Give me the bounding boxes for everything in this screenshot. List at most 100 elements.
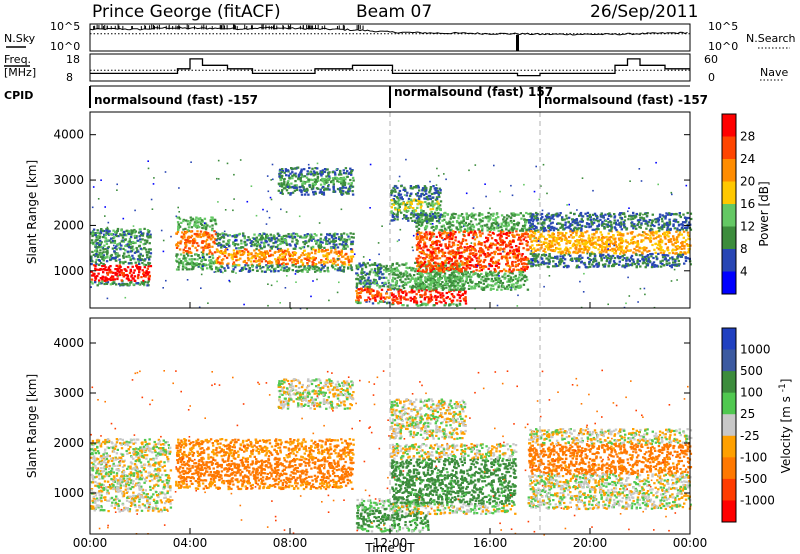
heatmap-cell (372, 278, 376, 281)
heatmap-cell (182, 257, 185, 260)
heatmap-cell (317, 239, 320, 242)
heatmap-cell (522, 265, 525, 268)
heatmap-cell (248, 238, 251, 241)
heatmap-cell (106, 227, 109, 231)
heatmap-cell (201, 251, 205, 254)
heatmap-cell (444, 278, 448, 281)
heatmap-cell (91, 234, 94, 238)
heatmap-cell (293, 184, 296, 187)
heatmap-cell (369, 270, 372, 273)
heatmap-cell (184, 246, 187, 249)
heatmap-cell (365, 272, 369, 275)
heatmap-cell (445, 296, 448, 300)
heatmap-cell (349, 167, 352, 170)
heatmap-cell (113, 246, 117, 249)
heatmap-cell (117, 235, 120, 238)
heatmap-cell (431, 213, 435, 216)
heatmap-cell (515, 263, 518, 266)
heatmap-cell (475, 269, 478, 272)
heatmap-cell (96, 229, 99, 232)
heatmap-cell (332, 180, 335, 184)
heatmap-cell (472, 248, 475, 251)
heatmap-cell (195, 233, 198, 236)
heatmap-cell (303, 193, 307, 196)
heatmap-cell (222, 233, 225, 236)
heatmap-cell (201, 254, 204, 257)
heatmap-cell (95, 253, 98, 256)
heatmap-cell (124, 260, 127, 263)
heatmap-cell (90, 274, 94, 277)
heatmap-cell (206, 246, 209, 249)
heatmap-cell (294, 265, 298, 268)
heatmap-cell (418, 247, 421, 250)
heatmap-cell (525, 219, 529, 222)
heatmap-cell (144, 258, 147, 261)
heatmap-cell (475, 257, 478, 260)
heatmap-cell (280, 252, 283, 255)
heatmap-cell (227, 262, 230, 265)
heatmap-cell (347, 192, 350, 195)
heatmap-cell (262, 251, 265, 254)
heatmap-cell (430, 251, 434, 254)
heatmap-cell (287, 174, 291, 177)
heatmap-cell (431, 241, 434, 244)
heatmap-cell (243, 266, 246, 269)
heatmap-cell (281, 256, 284, 259)
heatmap-cell (122, 252, 126, 255)
heatmap-cell (423, 253, 426, 256)
heatmap-cell (449, 233, 453, 236)
heatmap-cell (504, 243, 508, 246)
heatmap-cell (182, 264, 185, 267)
heatmap-cell (458, 222, 461, 225)
heatmap-cell (508, 231, 512, 234)
heatmap-cell (357, 300, 360, 303)
heatmap-cell (355, 289, 358, 293)
heatmap-cell (478, 274, 481, 277)
heatmap-cell (91, 250, 94, 253)
heatmap-cell (317, 248, 321, 251)
heatmap-cell (454, 288, 457, 291)
heatmap-cell (456, 262, 460, 265)
heatmap-cell (202, 255, 205, 258)
heatmap-cell (235, 259, 238, 262)
heatmap-cell (105, 231, 108, 234)
heatmap-cell (141, 254, 144, 257)
heatmap-cell (332, 179, 335, 182)
heatmap-cell (469, 278, 472, 281)
heatmap-cell (339, 269, 342, 272)
heatmap-cell (106, 239, 109, 242)
heatmap-cell (216, 257, 220, 260)
heatmap-cell (259, 257, 263, 260)
heatmap-cell (501, 281, 505, 285)
heatmap-cell (274, 241, 277, 244)
heatmap-cell (312, 174, 315, 177)
heatmap-cell (464, 224, 468, 227)
heatmap-cell (321, 192, 324, 195)
heatmap-cell (102, 271, 105, 274)
heatmap-cell (430, 275, 433, 278)
heatmap-cell (399, 279, 402, 282)
heatmap-cell (266, 267, 269, 270)
heatmap-cell (185, 250, 188, 253)
heatmap-cell (201, 241, 204, 244)
heatmap-cell (131, 229, 134, 232)
heatmap-cell (287, 183, 291, 186)
heatmap-cell (233, 244, 236, 247)
heatmap-cell (479, 225, 483, 228)
heatmap-cell (456, 293, 459, 296)
heatmap-cell (293, 186, 297, 189)
heatmap-cell (175, 254, 178, 257)
heatmap-cell (319, 270, 322, 273)
heatmap-cell (340, 251, 343, 254)
heatmap-cell (377, 263, 380, 266)
heatmap-cell (322, 191, 325, 194)
heatmap-cell (363, 276, 366, 280)
heatmap-cell (465, 247, 469, 250)
heatmap-cell (438, 243, 441, 246)
heatmap-cell (453, 275, 456, 278)
heatmap-cell (278, 173, 281, 176)
heatmap-cell (465, 215, 469, 218)
heatmap-cell (454, 277, 458, 280)
heatmap-cell (242, 232, 245, 235)
heatmap-cell (391, 298, 394, 301)
